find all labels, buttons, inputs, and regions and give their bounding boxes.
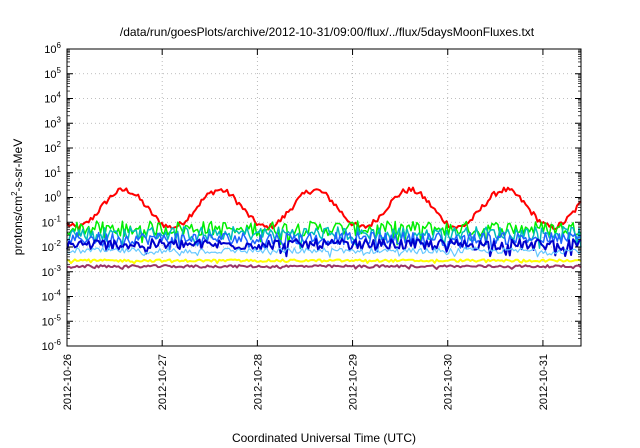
series-line-0 — [66, 186, 582, 231]
y-tick-exp: 0 — [57, 190, 62, 199]
x-axis-ticks: 2012-10-26 2012-10-27 2012-10-28 2012-10-29… — [62, 49, 550, 410]
x-tick-label: 2012-10-31 — [538, 354, 550, 410]
series-line-6 — [66, 258, 582, 265]
x-tick-label: 2012-10-28 — [252, 354, 264, 410]
y-tick-exp: -6 — [54, 338, 62, 347]
x-tick-label: 2012-10-26 — [62, 354, 74, 410]
y-tick-label: 10-3 — [42, 264, 62, 279]
y-tick-exp: -5 — [54, 313, 62, 322]
y-tick-base: 10 — [44, 69, 56, 81]
y-tick-base: 10 — [44, 143, 56, 155]
chart-title: /data/run/goesPlots/archive/2012-10-31/0… — [120, 25, 535, 39]
y-tick-label: 103 — [44, 115, 61, 130]
y-tick-label: 10-6 — [42, 338, 62, 353]
y-tick-exp: -3 — [54, 264, 62, 273]
x-tick-label: 2012-10-29 — [348, 354, 360, 410]
y-tick-base: 10 — [44, 193, 56, 205]
y-tick-label: 100 — [44, 190, 61, 205]
series-layer — [66, 186, 582, 270]
y-tick-exp: -2 — [54, 239, 62, 248]
y-tick-label: 105 — [44, 66, 61, 81]
grid-lines — [67, 49, 581, 346]
y-tick-exp: 2 — [57, 140, 62, 149]
y-tick-base: 10 — [42, 217, 54, 229]
y-tick-label: 102 — [44, 140, 61, 155]
x-axis-label: Coordinated Universal Time (UTC) — [232, 431, 416, 445]
y-tick-exp: 1 — [57, 165, 62, 174]
x-tick-label: 2012-10-30 — [443, 354, 455, 410]
y-axis-label-sup: 2 — [10, 191, 19, 196]
x-tick-label: 2012-10-27 — [157, 354, 169, 410]
y-tick-base: 10 — [42, 316, 54, 328]
y-tick-exp: 3 — [57, 115, 62, 124]
series-line-4 — [66, 238, 582, 258]
y-axis-label-rest: -s-sr-MeV — [11, 139, 25, 192]
y-axis-label: protons/cm2-s-sr-MeV — [10, 139, 25, 255]
y-tick-exp: 4 — [57, 91, 62, 100]
y-axis-label-main: protons/cm — [11, 196, 25, 255]
y-tick-exp: 5 — [57, 66, 62, 75]
y-tick-label: 10-1 — [42, 214, 62, 229]
y-tick-base: 10 — [42, 341, 54, 353]
y-tick-label: 10-4 — [42, 289, 62, 304]
y-tick-label: 106 — [44, 41, 61, 56]
y-tick-base: 10 — [44, 94, 56, 106]
y-tick-base: 10 — [44, 168, 56, 180]
series-line-2 — [66, 225, 582, 250]
y-tick-label: 104 — [44, 91, 61, 106]
y-tick-exp: -4 — [54, 289, 62, 298]
y-tick-base: 10 — [44, 118, 56, 130]
series-line-7 — [66, 264, 582, 270]
y-tick-label: 101 — [44, 165, 61, 180]
series-line-5 — [66, 247, 582, 258]
series-line-1 — [66, 220, 582, 246]
y-tick-base: 10 — [42, 267, 54, 279]
y-axis-ticks: 10610510410310210110010-110-210-310-410-… — [42, 41, 581, 353]
y-tick-base: 10 — [44, 44, 56, 56]
y-tick-exp: -1 — [54, 214, 62, 223]
y-tick-base: 10 — [42, 292, 54, 304]
y-tick-exp: 6 — [57, 41, 62, 50]
y-tick-label: 10-5 — [42, 313, 62, 328]
y-tick-base: 10 — [42, 242, 54, 254]
y-tick-label: 10-2 — [42, 239, 62, 254]
